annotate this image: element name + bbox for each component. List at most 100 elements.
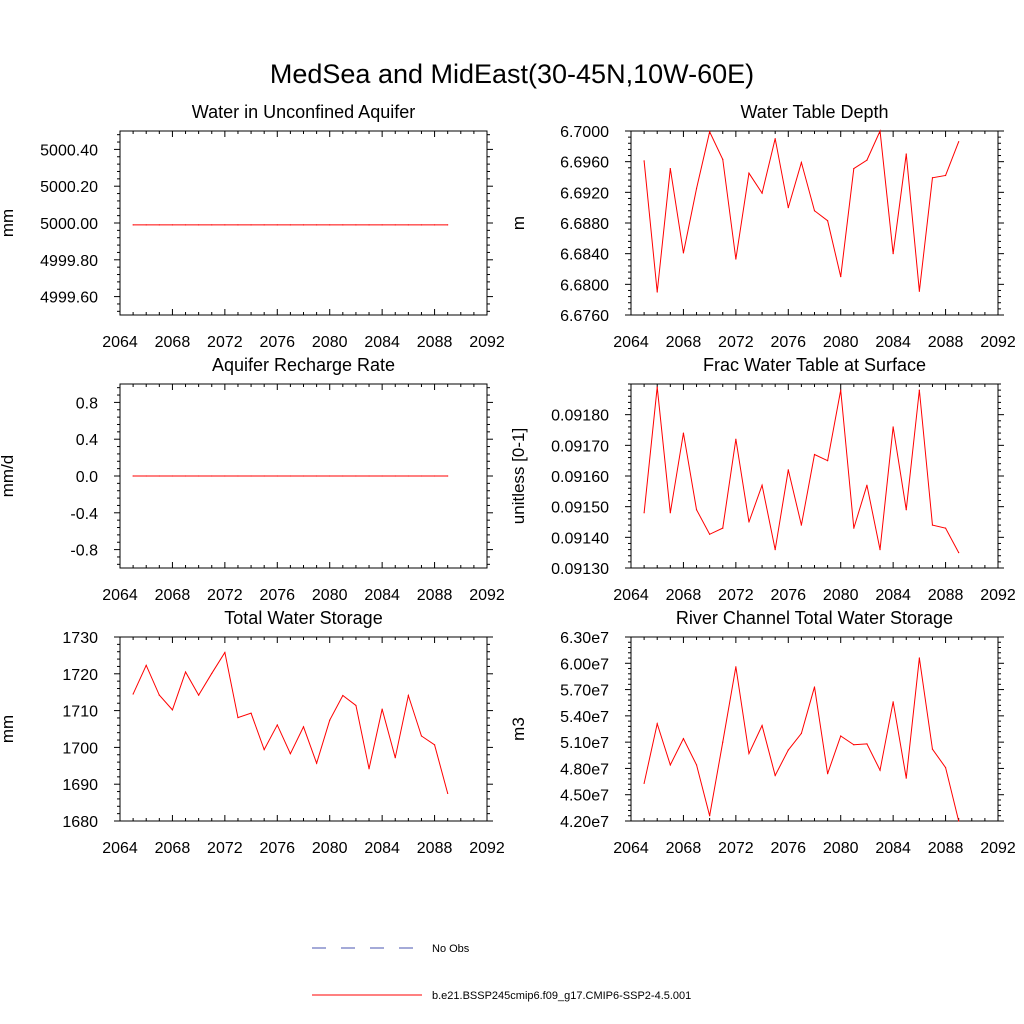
data-point (840, 389, 842, 391)
data-point (276, 724, 278, 726)
data-point (709, 533, 711, 535)
data-point (879, 130, 881, 132)
data-point (840, 735, 842, 737)
x-tick-label: 2076 (259, 840, 295, 857)
data-point (368, 768, 370, 770)
x-tick-label: 2084 (364, 840, 400, 857)
x-tick-label: 2064 (102, 334, 138, 351)
x-tick-label: 2076 (770, 334, 806, 351)
data-point (171, 224, 174, 226)
data-point (774, 549, 776, 551)
chart-panels: 2064 2068 2072 2076 2080 2084 2088 2092 4999.60 4… (0, 102, 1016, 857)
data-point (656, 291, 658, 293)
data-point (420, 224, 423, 226)
x-tick-label: 2080 (312, 334, 348, 351)
x-tick-label: 2092 (980, 840, 1016, 857)
data-point (813, 210, 816, 212)
data-point (748, 752, 750, 755)
y-tick-label: 5.70e7 (560, 683, 609, 700)
chart-title: River Channel Total Water Storage (676, 608, 953, 628)
data-point (302, 475, 305, 477)
data-point (958, 820, 960, 822)
data-point (827, 220, 829, 222)
data-point (132, 693, 134, 695)
data-point (420, 475, 423, 477)
x-tick-label: 2072 (718, 840, 754, 857)
chart-title: Water in Unconfined Aquifer (192, 102, 415, 122)
x-tick-label: 2072 (207, 334, 243, 351)
data-point (735, 666, 737, 668)
y-tick-label: 0.09130 (551, 561, 609, 578)
data-point (263, 224, 265, 226)
data-point (669, 512, 671, 514)
data-point (695, 187, 698, 190)
y-tick-label: 4.20e7 (560, 814, 609, 831)
x-tick-label: 2068 (155, 840, 191, 857)
data-point (761, 724, 763, 727)
data-point (368, 224, 370, 226)
y-tick-label: 6.6880 (560, 216, 609, 233)
data-point (145, 664, 147, 666)
x-tick-label: 2080 (823, 334, 859, 351)
data-point (184, 475, 187, 477)
y-tick-label: 1730 (62, 630, 98, 647)
chart-panel-3: 2064 2068 2072 2076 2080 2084 2088 2092 -0.8 -0.4… (0, 355, 505, 604)
y-tick-label: 0.09150 (551, 500, 609, 517)
x-tick-label: 2076 (770, 840, 806, 857)
x-tick-label: 2080 (312, 587, 348, 604)
chart-title: Total Water Storage (224, 608, 382, 628)
x-tick-label: 2068 (666, 334, 702, 351)
data-point (800, 161, 802, 164)
data-point (866, 159, 868, 161)
data-point (316, 224, 318, 226)
data-point (958, 552, 960, 554)
data-point (787, 469, 789, 471)
data-point (735, 258, 737, 260)
y-axis-label: m3 (509, 717, 528, 741)
x-tick-label: 2068 (155, 334, 191, 351)
x-tick-label: 2088 (928, 587, 964, 604)
data-point (931, 177, 934, 179)
y-tick-label: 6.30e7 (560, 630, 609, 647)
data-point (643, 160, 645, 162)
data-point (656, 723, 658, 725)
data-point (787, 749, 789, 751)
data-point (709, 131, 711, 133)
data-point (198, 694, 200, 696)
x-tick-label: 2068 (666, 840, 702, 857)
data-point (132, 224, 134, 226)
data-point (368, 475, 370, 477)
y-tick-label: 5000.20 (40, 179, 98, 196)
data-point (774, 138, 776, 140)
x-tick-label: 2084 (875, 334, 911, 351)
y-tick-label: 0.09160 (551, 469, 609, 486)
x-tick-label: 2076 (259, 587, 295, 604)
x-tick-label: 2084 (875, 587, 911, 604)
x-tick-label: 2072 (718, 334, 754, 351)
x-tick-label: 2088 (417, 334, 453, 351)
data-point (774, 774, 776, 777)
data-point (224, 475, 226, 477)
figure-title: MedSea and MidEast(30-45N,10W-60E) (270, 59, 754, 89)
data-point (198, 224, 200, 226)
y-tick-label: 1710 (62, 704, 98, 721)
chart-title: Aquifer Recharge Rate (212, 355, 395, 375)
data-point (853, 744, 855, 746)
chart-panel-2: 2064 2068 2072 2076 2080 2084 2088 2092 6.6760 6.… (509, 102, 1016, 351)
data-point (879, 769, 881, 771)
data-point (643, 782, 645, 784)
y-tick-label: -0.8 (70, 543, 98, 560)
data-point (827, 460, 829, 462)
chart-panel-6: 2064 2068 2072 2076 2080 2084 2088 2092 4.20e7 4.… (509, 608, 1016, 857)
data-point (329, 224, 331, 226)
data-point (171, 709, 174, 711)
y-tick-label: 0.4 (76, 432, 98, 449)
x-tick-label: 2080 (823, 840, 859, 857)
data-point (944, 766, 947, 769)
data-point (342, 475, 344, 477)
data-point (224, 651, 226, 654)
data-point (211, 475, 213, 477)
y-tick-label: 0.0 (76, 469, 98, 486)
data-point (289, 753, 291, 755)
y-tick-label: 0.09140 (551, 530, 609, 547)
